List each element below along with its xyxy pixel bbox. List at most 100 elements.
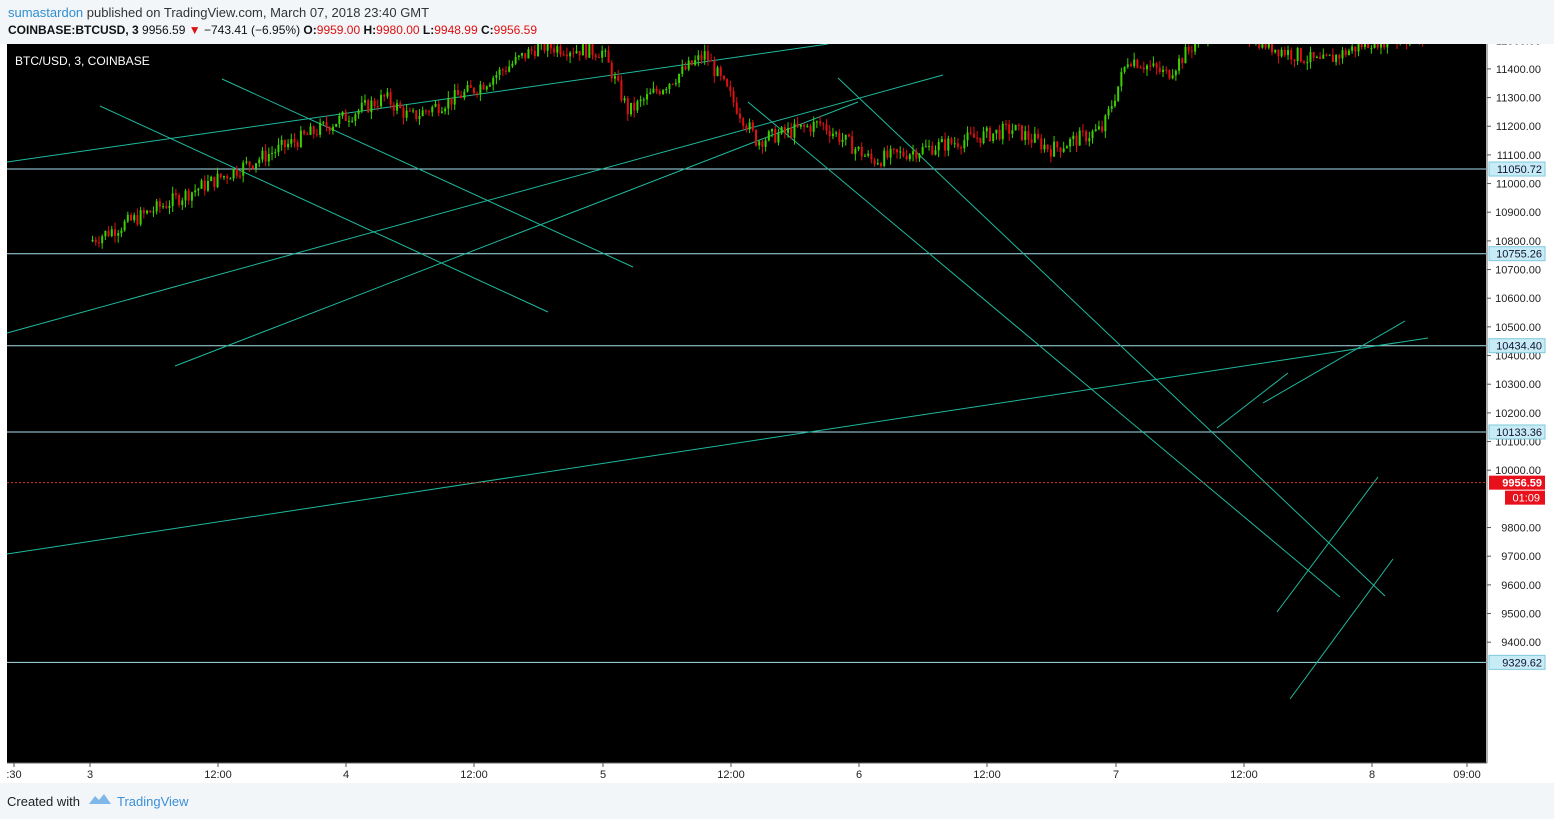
candle-body: [572, 52, 575, 54]
candle-body: [908, 154, 911, 160]
candle-body: [505, 70, 508, 72]
y-tick-label: 10200.00: [1495, 408, 1541, 420]
candle-body: [1139, 67, 1142, 69]
candle-body: [1008, 124, 1011, 134]
candle-body: [700, 55, 703, 60]
candle-body: [806, 125, 809, 127]
candle-body: [956, 143, 959, 148]
candle-body: [1129, 64, 1132, 67]
candle-body: [117, 233, 120, 236]
candle-body: [1059, 147, 1062, 152]
candle-body: [870, 153, 873, 160]
y-tick-label: 10800.00: [1495, 236, 1541, 248]
candle-body: [1024, 131, 1027, 141]
y-tick-label: 11200.00: [1496, 121, 1541, 133]
y-tick-label: 10000.00: [1495, 465, 1541, 477]
tradingview-link[interactable]: TradingView: [117, 794, 189, 809]
candle-body: [142, 210, 145, 214]
candle-body: [1363, 44, 1366, 48]
candle-body: [1306, 62, 1309, 64]
x-tick-label: 12:00: [717, 769, 745, 781]
candle-body: [722, 75, 725, 80]
candle-body: [1136, 59, 1139, 68]
candle-body: [588, 44, 591, 58]
candle-body: [498, 69, 501, 75]
time-axis: [7, 763, 1487, 783]
level-label-box: [1488, 424, 1546, 440]
candle-body: [1120, 71, 1123, 87]
candle-body: [113, 229, 116, 236]
candle-body: [101, 236, 104, 244]
candle-body: [508, 66, 511, 72]
candle-body: [341, 111, 344, 116]
publish-line: sumastardon published on TradingView.com…: [8, 5, 429, 20]
candle-body: [1110, 106, 1113, 109]
candle-body: [847, 134, 850, 137]
candle-body: [876, 163, 879, 165]
candle-body: [1049, 149, 1052, 157]
candle-body: [1376, 44, 1379, 48]
current-price-label: 9956.59: [1502, 478, 1542, 490]
candle-body: [1322, 54, 1325, 59]
candle-body: [303, 130, 306, 135]
candle-body: [274, 152, 277, 154]
candle-body: [1001, 123, 1004, 140]
candle-body: [1021, 125, 1024, 141]
candle-body: [809, 125, 812, 132]
candle-body: [437, 103, 440, 113]
candle-body: [107, 230, 110, 237]
candle-body: [152, 211, 155, 213]
candle-body: [928, 145, 931, 147]
trend-line: [99, 105, 549, 313]
candle-body: [713, 60, 716, 76]
candle-body: [255, 163, 258, 169]
candle-body: [972, 133, 975, 138]
candle-body: [287, 143, 290, 148]
candle-body: [706, 51, 709, 61]
candle-body: [444, 108, 447, 112]
candle-body: [1261, 44, 1264, 48]
candle-body: [1149, 65, 1152, 67]
candle-body: [399, 103, 402, 108]
candle-body: [216, 173, 219, 188]
symbol-line: COINBASE:BTCUSD, 3 9956.59 ▼ −743.41 (−6…: [8, 23, 537, 37]
candle-body: [620, 80, 623, 101]
author-link[interactable]: sumastardon: [8, 5, 84, 20]
candle-body: [396, 103, 399, 111]
candle-body: [735, 102, 738, 114]
candle-body: [921, 146, 924, 154]
candle-body: [488, 84, 491, 87]
candle-body: [559, 46, 562, 55]
candle-body: [918, 153, 921, 159]
candle-body: [472, 87, 475, 94]
tradingview-logo-icon[interactable]: [88, 791, 112, 807]
candle-body: [831, 133, 834, 137]
candle-body: [1113, 100, 1116, 107]
candle-body: [1290, 50, 1293, 60]
candle-body: [482, 84, 485, 90]
candle-body: [979, 137, 982, 144]
candle-body: [1069, 139, 1072, 147]
candle-body: [1004, 123, 1007, 125]
candle-body: [771, 128, 774, 132]
candle-body: [1335, 55, 1338, 63]
candle-body: [319, 122, 322, 135]
candle-body: [431, 106, 434, 113]
candle-body: [501, 69, 504, 71]
candle-body: [178, 195, 181, 206]
candle-body: [969, 132, 972, 134]
countdown-label: 01:09: [1512, 493, 1540, 505]
x-tick-label: 6: [856, 769, 862, 781]
candle-body: [597, 57, 600, 59]
candle-body: [780, 127, 783, 134]
chart-area[interactable]: BTC/USD, 3, COINBASE 9400.00 9500.00 9600.…: [0, 44, 1554, 783]
low-label: L:: [422, 23, 435, 37]
trend-line: [1262, 320, 1406, 404]
y-tick-label: 10300.00: [1495, 379, 1541, 391]
candle-body: [328, 127, 331, 131]
x-tick-label: 4: [343, 769, 349, 781]
y-tick-label: 10600.00: [1495, 293, 1541, 305]
x-tick-label: 12:00: [460, 769, 488, 781]
candle-body: [687, 60, 690, 70]
candle-body: [524, 53, 527, 59]
